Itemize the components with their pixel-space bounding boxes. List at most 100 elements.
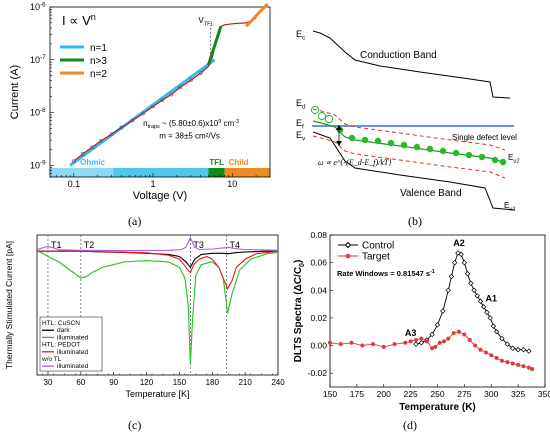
data-point	[169, 92, 174, 97]
panel-c-chart: 30 60 90 120 150 180 210 240 Temperature [K] Ther…	[4, 234, 285, 399]
y-tick-label: 0.08	[310, 230, 327, 240]
data-point	[119, 125, 124, 130]
region-tfl	[208, 168, 225, 177]
x-tick-label: 1	[151, 179, 156, 189]
peak-label-a3: A3	[405, 328, 417, 338]
data-point	[109, 132, 114, 137]
conduction-band	[312, 30, 511, 99]
panel-b-diagram: Ec Conduction Band Ef Ed Ev Eu2 Eu1 Valence Ban…	[296, 29, 520, 212]
series-line-0	[415, 252, 530, 352]
eu1-label: Eu1	[504, 201, 516, 212]
x-axis-label: Temperature [K]	[125, 389, 189, 399]
target-marker	[408, 339, 413, 344]
target-marker	[494, 355, 499, 360]
control-marker	[468, 280, 474, 287]
y-tick-label: 0.00	[310, 341, 327, 351]
target-marker	[338, 342, 343, 347]
control-marker	[499, 335, 505, 342]
control-marker	[504, 341, 511, 347]
y-axis-label: Thermally Stimulated Current [pA]	[4, 241, 14, 369]
control-marker	[520, 346, 527, 353]
eu2-label: Eu2	[508, 153, 520, 164]
region-label-ohmic: Ohmic	[80, 158, 105, 167]
data-point	[188, 78, 193, 83]
empty-state-circle	[324, 114, 334, 124]
fit-line-n2	[245, 2, 269, 28]
defect-state-dot	[426, 145, 434, 153]
x-tick-label: 250	[430, 389, 444, 399]
region-label-tfl: TFL	[209, 158, 224, 167]
legend-label: illuminated	[57, 363, 88, 370]
legend-marker	[344, 241, 352, 249]
control-marker	[418, 340, 425, 346]
control-marker	[477, 298, 484, 305]
data-point	[178, 85, 183, 90]
defect-state-dot	[491, 156, 499, 164]
y-axis-label: Current (A)	[9, 65, 21, 119]
traps-annotation: ntraps ~ (5.80±0.6)x109 cm-3	[143, 119, 239, 130]
target-marker	[483, 350, 488, 355]
defect-state-dot	[361, 136, 369, 144]
ef-label: Ef	[296, 118, 304, 131]
control-marker	[429, 331, 435, 338]
region-child	[224, 168, 270, 177]
target-marker	[526, 365, 531, 370]
data-point	[198, 71, 203, 75]
legend-header: HTL: PEDOT	[42, 342, 80, 349]
x-tick-label: 200	[377, 389, 391, 399]
target-marker	[530, 367, 535, 372]
rate-formula: ω ∝ e^{-(E_d-E_f)/kT}	[318, 158, 392, 167]
plot-area	[50, 7, 270, 177]
target-marker	[467, 338, 472, 343]
defect-state-dot	[348, 134, 356, 142]
eu1-lower-curve	[312, 135, 506, 179]
x-tick-label: 325	[511, 389, 525, 399]
x-tick-label: 210	[238, 378, 252, 387]
peak-label-a2: A2	[453, 238, 465, 248]
control-marker	[487, 315, 493, 321]
series-line-3	[36, 236, 279, 252]
legend-label: illuminated	[57, 349, 88, 356]
y-tick-label: -0.02	[308, 368, 328, 378]
control-marker	[471, 287, 477, 293]
temperature-marker-label: T4	[230, 240, 241, 250]
target-marker	[516, 362, 521, 367]
ev-label: Ev	[296, 130, 306, 143]
target-marker	[419, 336, 424, 341]
target-marker	[478, 347, 483, 352]
defect-state-dot	[452, 149, 460, 157]
target-marker	[489, 353, 494, 358]
defect-state-dot	[387, 139, 395, 147]
control-marker	[413, 341, 419, 347]
target-marker	[381, 344, 386, 349]
control-marker	[481, 304, 487, 310]
legend-marker	[345, 253, 351, 259]
target-marker	[457, 329, 461, 334]
panel-a-chart: Ohmic TFL Child 0.1 1 10 10-9 10-8 10-7 10-6 Volta…	[9, 1, 271, 202]
defect-state-dot	[478, 153, 486, 161]
control-marker	[474, 293, 480, 299]
x-tick-label: 150	[323, 389, 337, 399]
valence-band	[312, 131, 516, 211]
region-ohmic	[50, 168, 209, 177]
law-label: I ∝ Vn	[62, 12, 96, 28]
region-bar	[50, 168, 270, 177]
fit-line-n1	[69, 58, 216, 167]
control-marker	[484, 309, 490, 316]
axes-frame	[49, 6, 271, 178]
fit-line-n3	[206, 25, 223, 66]
x-tick-label: 240	[271, 378, 285, 387]
control-marker	[510, 345, 516, 352]
target-marker	[328, 340, 332, 345]
data-point	[80, 151, 85, 156]
control-marker	[515, 346, 521, 353]
control-marker	[458, 251, 464, 258]
empty-state-circle	[310, 105, 320, 115]
arrow-head	[336, 125, 342, 130]
y-tick-label: 10-8	[30, 107, 46, 118]
legend-label: Target	[362, 252, 390, 263]
x-tick-label: 10	[227, 179, 237, 189]
target-marker	[424, 339, 429, 344]
defect-state-dot	[374, 137, 382, 145]
legend-box	[39, 316, 103, 372]
